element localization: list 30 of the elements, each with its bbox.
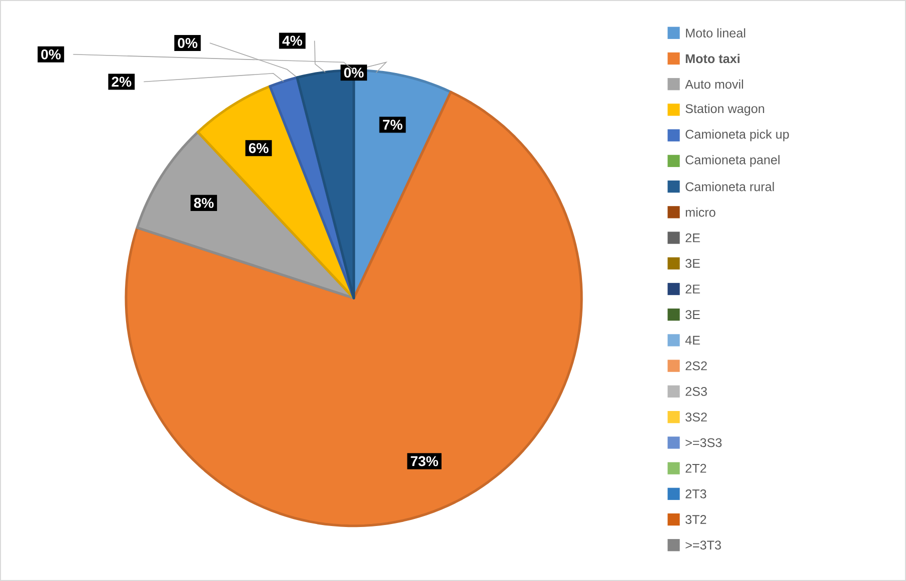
legend-label: micro: [686, 208, 716, 217]
data-label: 4%: [282, 36, 302, 46]
legend-label: 2T3: [686, 489, 706, 498]
text: 0%: [178, 38, 198, 48]
legend-label: 3E: [685, 310, 700, 320]
legend-label: 2E: [686, 284, 700, 294]
legend-label: 2E: [686, 233, 700, 242]
legend-label: >=3T3: [686, 540, 721, 550]
text: 0%: [41, 49, 61, 60]
data-label: 8%: [194, 198, 214, 208]
legend-label: Camioneta pick up: [686, 129, 789, 142]
legend-label: 2S2: [686, 361, 707, 370]
legend-label: Camioneta rural: [686, 182, 774, 192]
legend-label: 3T2: [685, 515, 706, 524]
legend-label: Moto lineal: [686, 28, 746, 38]
legend-label: Station wagon: [686, 104, 764, 116]
legend-label: Auto movil: [685, 79, 744, 89]
text: 0%: [344, 68, 364, 78]
legend-label: Moto taxi: [686, 54, 740, 64]
legend-label: >=3S3: [686, 438, 722, 448]
data-label: 2%: [112, 76, 132, 87]
legend-label: Camioneta panel: [686, 155, 780, 167]
data-label: 7%: [382, 120, 402, 130]
legend-label: 3E: [685, 258, 700, 268]
legend-label: 2T2: [686, 464, 706, 473]
data-label: 6%: [248, 143, 268, 154]
legend-label: 2S3: [686, 386, 707, 396]
legend-label: 4E: [685, 336, 700, 345]
legend-label: 3S2: [685, 412, 707, 422]
data-label: 73%: [410, 456, 438, 466]
